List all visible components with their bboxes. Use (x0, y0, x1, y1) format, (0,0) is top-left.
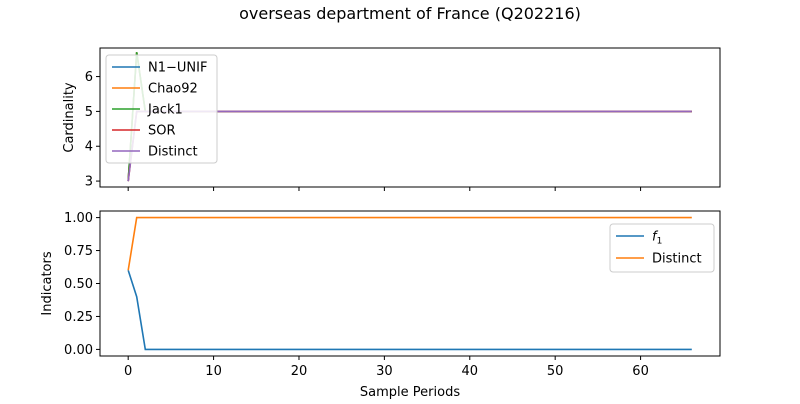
y-axis-label: Cardinality (62, 82, 77, 153)
x-tick-label: 20 (291, 364, 308, 379)
y-tick-label: 0.50 (64, 277, 93, 292)
y-axis-label: Indicators (40, 251, 55, 315)
x-tick-label: 50 (547, 364, 564, 379)
series-line-1 (127, 216, 692, 271)
y-tick-label: 5 (85, 105, 93, 120)
x-axis-label: Sample Periods (360, 385, 460, 400)
y-tick-label: 4 (85, 140, 93, 155)
axes-frame (99, 47, 721, 188)
x-tick-label: 30 (376, 364, 393, 379)
y-tick-label: 6 (85, 70, 93, 85)
legend: f1 Distinct (609, 223, 715, 273)
legend-label: Distinct (652, 252, 702, 267)
x-tick-label: 0 (124, 364, 132, 379)
y-tick-label: 0.75 (64, 244, 93, 259)
series-line-0 (127, 270, 692, 351)
legend-label: Jack1 (147, 103, 183, 118)
legend-box (105, 54, 218, 164)
x-tick-label: 40 (462, 364, 479, 379)
legend: N1−UNIF Chao92 Jack1 SOR Distinct (105, 54, 218, 164)
legend-label: N1−UNIF (148, 61, 207, 76)
legend-label: SOR (148, 124, 176, 139)
cardinality-panel: 3 4 5 6 Cardinality N1−UNIF Chao92 Jack1 SOR Dist… (62, 47, 721, 191)
y-tick-label: 0.25 (64, 310, 93, 325)
x-tick-label: 60 (632, 364, 649, 379)
legend-label: Distinct (148, 145, 198, 160)
y-tick-label: 0.00 (64, 343, 93, 358)
series-lines (127, 216, 692, 351)
indicators-panel: 0 10 20 30 40 50 60 0.00 0.25 0.50 0.75 1.00 Indicat… (40, 210, 721, 379)
x-tick-label: 10 (205, 364, 222, 379)
legend-label: f1 (652, 230, 662, 247)
figure-title: overseas department of France (Q202216) (239, 4, 581, 23)
legend-label: Chao92 (148, 82, 198, 97)
y-tick-label: 1.00 (64, 211, 93, 226)
y-tick-label: 3 (85, 175, 93, 190)
